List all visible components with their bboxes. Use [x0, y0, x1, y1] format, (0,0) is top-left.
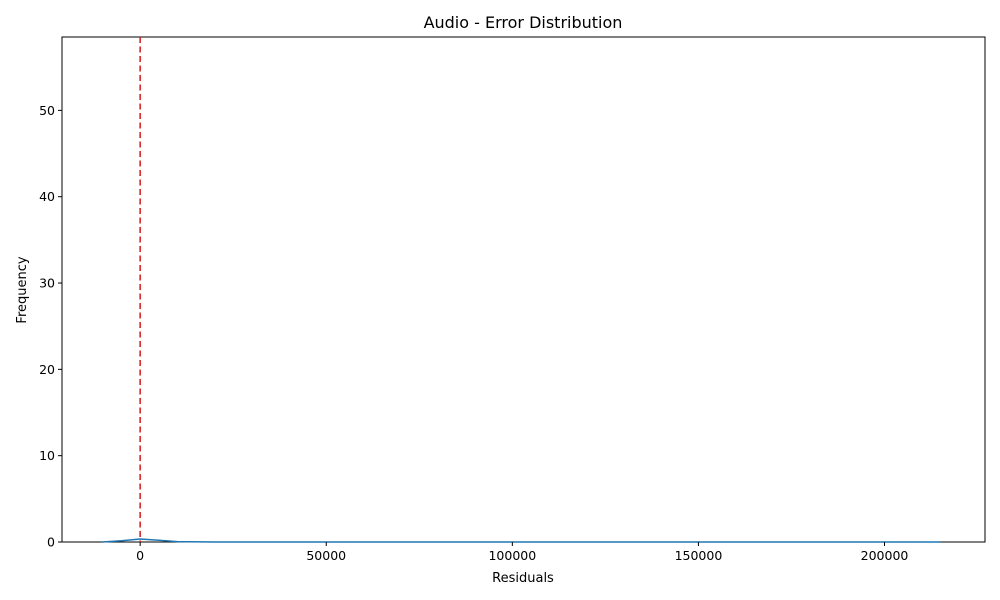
kde-series-line	[102, 538, 941, 543]
x-tick-label: 0	[136, 548, 144, 563]
y-tick-label: 20	[39, 362, 55, 377]
axis-ticks: 0 50000 100000 150000 200000 0 10 20 30 40 50	[39, 103, 908, 563]
x-tick-label: 50000	[306, 548, 346, 563]
y-tick-label: 30	[39, 276, 55, 291]
y-tick-label: 50	[39, 103, 55, 118]
x-tick-label: 150000	[675, 548, 723, 563]
x-tick-label: 100000	[488, 548, 536, 563]
y-tick-label: 40	[39, 189, 55, 204]
y-tick-label: 10	[39, 448, 55, 463]
chart-title: Audio - Error Distribution	[424, 13, 623, 32]
x-tick-label: 200000	[861, 548, 909, 563]
plot-area-frame	[61, 36, 986, 543]
y-axis-label: Frequency	[15, 256, 30, 323]
x-axis-label: Residuals	[492, 571, 554, 586]
y-tick-label: 0	[47, 535, 55, 550]
chart-marks	[102, 37, 941, 543]
